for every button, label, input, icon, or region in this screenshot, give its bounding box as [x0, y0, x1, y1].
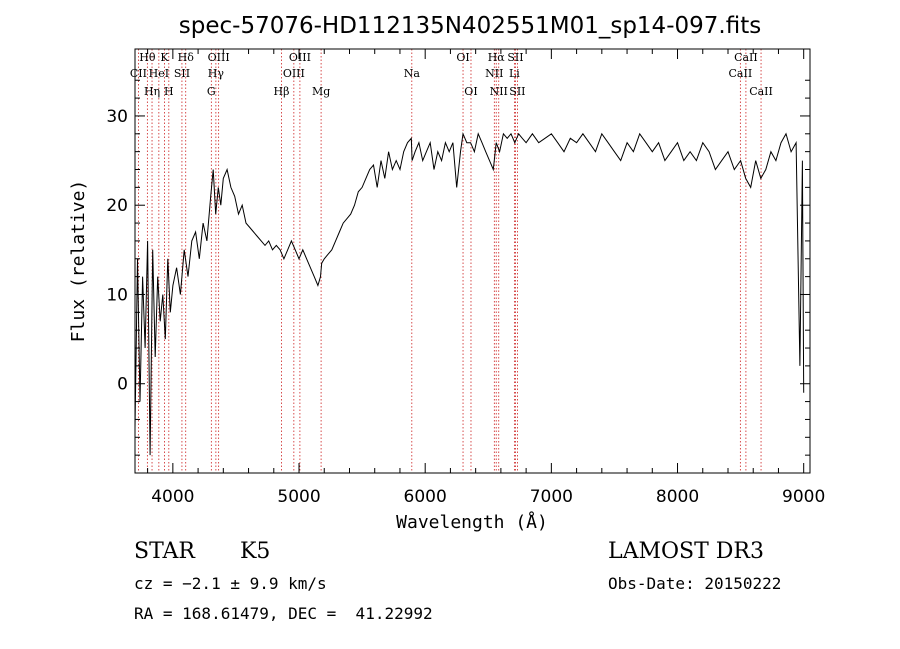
line-label-24: CaII	[729, 67, 753, 80]
line-label-1: Hθ	[139, 51, 156, 64]
line-label-3: HeI	[149, 67, 169, 80]
line-label-16: OI	[456, 51, 469, 64]
survey-name: LAMOST DR3	[608, 539, 764, 564]
line-label-22: SII	[507, 51, 523, 64]
x-axis-label: Wavelength (Å)	[396, 511, 548, 533]
x-tick-label-8000: 8000	[656, 487, 699, 507]
x-tick-label-5000: 5000	[277, 487, 320, 507]
y-tick-label-0: 0	[117, 375, 128, 395]
x-axis-ticks: 4000 5000 6000 7000 8000 9000	[147, 49, 825, 507]
line-label-4: K	[160, 51, 169, 64]
spectral-line-markers	[138, 49, 762, 473]
coordinates: RA = 168.61479, DEC = 41.22992	[134, 604, 433, 623]
y-tick-label-30: 30	[106, 107, 128, 127]
line-label-13: OIII	[289, 51, 311, 64]
line-label-10: OIII	[208, 51, 230, 64]
line-label-9: Hγ	[208, 67, 225, 80]
line-label-0: CII	[130, 67, 147, 80]
y-tick-label-20: 20	[106, 196, 128, 216]
line-label-21: Li	[509, 67, 520, 80]
plot-frame	[134, 48, 811, 474]
line-label-20: NII	[490, 85, 508, 98]
line-label-15: Na	[404, 67, 421, 80]
line-label-17: OI	[464, 85, 477, 98]
line-label-5: H	[164, 85, 174, 98]
y-tick-label-10: 10	[106, 285, 128, 305]
line-label-25: CaII	[734, 51, 758, 64]
line-label-8: G	[207, 85, 216, 98]
chart-title: spec-57076-HD112135N402551M01_sp14-097.f…	[179, 13, 761, 39]
line-label-18: NII	[485, 67, 503, 80]
x-tick-label-7000: 7000	[530, 487, 573, 507]
redshift-cz: cz = −2.1 ± 9.9 km/s	[134, 574, 327, 593]
line-label-23: SII	[509, 85, 525, 98]
line-label-12: OIII	[283, 67, 305, 80]
observation-date: Obs-Date: 20150222	[608, 574, 782, 593]
subclass: K5	[240, 539, 271, 564]
y-axis-label: Flux (relative)	[68, 180, 89, 343]
line-label-14: Mg	[312, 85, 330, 98]
line-label-11: Hβ	[274, 85, 290, 98]
line-label-26: CaII	[749, 85, 773, 98]
object-class: STAR	[134, 539, 195, 564]
y-axis-ticks: 0 10 20 30	[106, 79, 810, 474]
x-tick-label-9000: 9000	[782, 487, 825, 507]
line-label-6: SII	[174, 67, 190, 80]
x-tick-label-4000: 4000	[151, 487, 194, 507]
line-label-7: Hδ	[178, 51, 195, 64]
line-label-2: Hη	[144, 85, 160, 98]
spectrum-series-line	[134, 131, 805, 456]
spectral-line-labels: CIIHθHηHeIKHSIIHδGHγOIIIHβOIIIOIIIMgNaOI…	[130, 51, 773, 98]
line-label-19: Hα	[488, 51, 506, 64]
x-tick-label-6000: 6000	[404, 487, 447, 507]
